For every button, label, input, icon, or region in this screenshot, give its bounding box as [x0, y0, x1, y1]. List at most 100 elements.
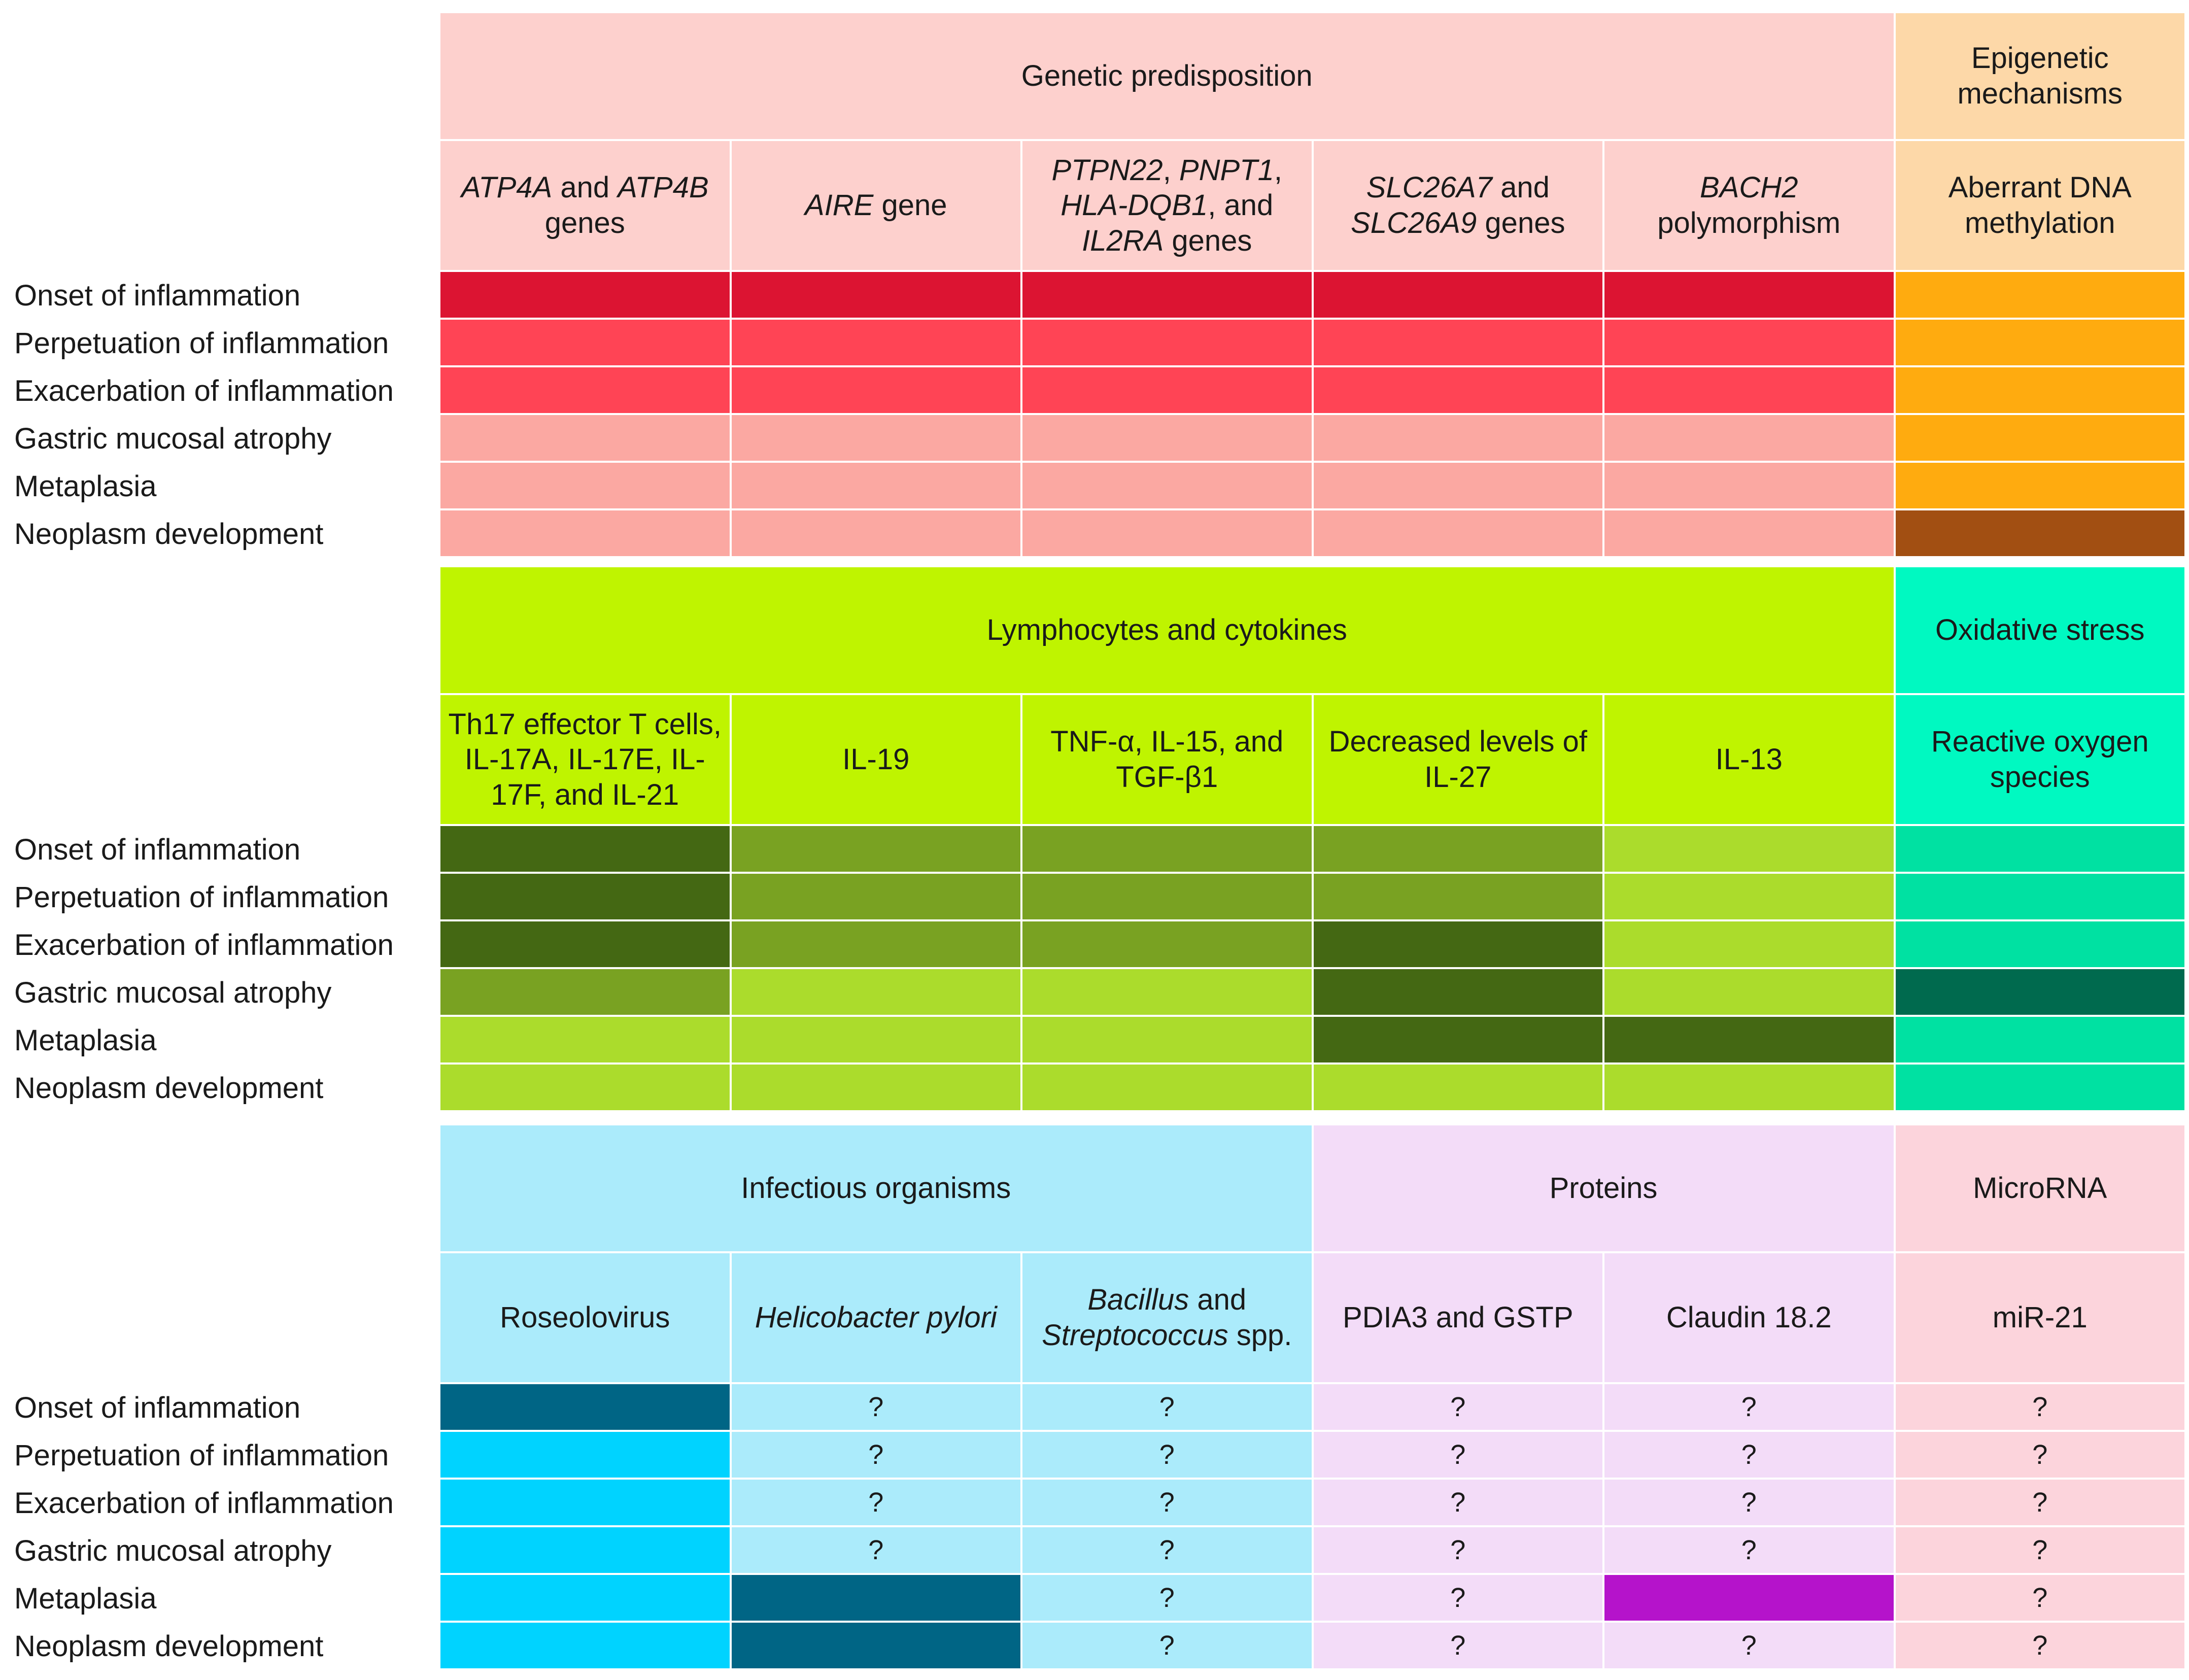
matrix-cell: ?: [1604, 1527, 1896, 1575]
unknown-mark: ?: [1741, 1534, 1757, 1565]
matrix-cell: ?: [1895, 1527, 2186, 1575]
matrix-cell: [1895, 969, 2186, 1017]
matrix-cell: [440, 463, 732, 510]
matrix-cell: [1313, 969, 1604, 1017]
factor-header: IL-19: [731, 695, 1022, 826]
unknown-mark: ?: [1159, 1487, 1175, 1518]
unknown-mark: ?: [2032, 1439, 2048, 1470]
group-label: Infectious organisms: [741, 1172, 1011, 1205]
factor-label-part: Reactive oxygen species: [1931, 725, 2149, 794]
matrix-cell: [1022, 367, 1314, 415]
matrix-cell: [1895, 921, 2186, 969]
matrix-cell: [1895, 874, 2186, 921]
matrix-cell: [1022, 463, 1314, 510]
matrix-cell: [1313, 1017, 1604, 1065]
group-header-oxidative-stress: Oxidative stress: [1895, 567, 2186, 695]
unknown-mark: ?: [1741, 1630, 1757, 1661]
factor-label: IL-13: [1716, 742, 1783, 777]
stage-label: Neoplasm development: [14, 1629, 324, 1663]
stage-label: Gastric mucosal atrophy: [14, 422, 332, 455]
stage-label: Metaplasia: [14, 1023, 157, 1057]
matrix-cell: [1604, 874, 1896, 921]
matrix-cell: ?: [1022, 1384, 1314, 1432]
factor-label: TNF-α, IL-15, and TGF-β1: [1030, 724, 1304, 795]
matrix-cell: [731, 272, 1022, 320]
matrix-cell: [731, 1623, 1022, 1670]
unknown-mark: ?: [1159, 1582, 1175, 1613]
matrix-cell: [731, 1065, 1022, 1112]
factor-label-part: IL-19: [842, 743, 910, 776]
factor-label-part: gene: [873, 189, 947, 222]
factor-label-part: genes: [1164, 224, 1252, 257]
unknown-mark: ?: [1159, 1630, 1175, 1661]
factor-label: IL-19: [842, 742, 909, 777]
unknown-mark: ?: [1450, 1582, 1466, 1613]
factor-header: Roseolovirus: [440, 1253, 732, 1384]
matrix-cell: [731, 1017, 1022, 1065]
matrix-cell: [1604, 272, 1896, 320]
unknown-mark: ?: [1741, 1391, 1757, 1422]
factor-label-italic-part: Streptococcus: [1042, 1319, 1228, 1352]
factor-label: ATP4A and ATP4B genes: [448, 170, 722, 241]
matrix-cell: [440, 320, 732, 367]
unknown-mark: ?: [2032, 1391, 2048, 1422]
matrix-cell: [1313, 272, 1604, 320]
group-label: Genetic predisposition: [1021, 59, 1313, 93]
factor-header: Aberrant DNA methylation: [1895, 141, 2186, 272]
matrix-cell: [1895, 826, 2186, 874]
matrix-cell: ?: [1313, 1527, 1604, 1575]
factor-label-italic-part: PTPN22: [1051, 153, 1163, 187]
factor-header: AIRE gene: [731, 141, 1022, 272]
factor-header: Bacillus and Streptococcus spp.: [1022, 1253, 1314, 1384]
unknown-mark: ?: [1450, 1487, 1466, 1518]
factor-label-part: IL-13: [1715, 743, 1783, 776]
matrix-cell: ?: [1895, 1480, 2186, 1527]
factor-label-part: genes: [1477, 207, 1565, 239]
matrix-cell: [1604, 463, 1896, 510]
matrix-cell: [731, 826, 1022, 874]
factor-label: PDIA3 and GSTP: [1343, 1300, 1574, 1335]
stage-label: Onset of inflammation: [14, 279, 301, 312]
stage-label: Gastric mucosal atrophy: [14, 1534, 332, 1567]
matrix-cell: [440, 272, 732, 320]
matrix-cell: [1895, 320, 2186, 367]
group-label: Oxidative stress: [1935, 613, 2145, 647]
matrix-cell: [1313, 415, 1604, 463]
stage-label: Perpetuation of inflammation: [14, 880, 389, 914]
unknown-mark: ?: [1741, 1439, 1757, 1470]
matrix-cell: [1604, 1065, 1896, 1112]
stage-label: Neoplasm development: [14, 517, 324, 551]
matrix-cell: [731, 463, 1022, 510]
matrix-cell: ?: [1895, 1432, 2186, 1480]
factor-label-italic-part: IL2RA: [1082, 224, 1164, 257]
unknown-mark: ?: [1159, 1391, 1175, 1422]
matrix-cell: ?: [1604, 1480, 1896, 1527]
matrix-cell: [440, 367, 732, 415]
matrix-cell: [1895, 1017, 2186, 1065]
matrix-cell: ?: [1313, 1432, 1604, 1480]
matrix-cell: [440, 969, 732, 1017]
unknown-mark: ?: [868, 1487, 884, 1518]
factor-label-italic-part: ATP4A: [461, 171, 553, 204]
matrix-cell: [440, 1575, 732, 1623]
group-label: MicroRNA: [1973, 1172, 2107, 1205]
factor-label-part: genes: [544, 207, 625, 239]
factor-label-italic-part: BACH2: [1700, 171, 1798, 204]
unknown-mark: ?: [2032, 1534, 2048, 1565]
factor-header: Reactive oxygen species: [1895, 695, 2186, 826]
matrix-cell: [1313, 1065, 1604, 1112]
matrix-cell: [1313, 320, 1604, 367]
stage-label: Onset of inflammation: [14, 1391, 301, 1424]
matrix-cell: [440, 1480, 732, 1527]
factor-label: Reactive oxygen species: [1903, 724, 2177, 795]
factor-label-part: polymorphism: [1657, 207, 1841, 239]
matrix-cell: [1313, 874, 1604, 921]
matrix-cell: ?: [731, 1480, 1022, 1527]
factor-label-part: and: [1189, 1283, 1247, 1317]
matrix-cell: [731, 415, 1022, 463]
matrix-cell: ?: [1313, 1623, 1604, 1670]
factor-label-italic-part: SLC26A7: [1366, 171, 1492, 204]
unknown-mark: ?: [868, 1534, 884, 1565]
factor-label: Th17 effector T cells, IL-17A, IL-17E, I…: [448, 707, 722, 813]
group-label: Proteins: [1549, 1172, 1658, 1205]
